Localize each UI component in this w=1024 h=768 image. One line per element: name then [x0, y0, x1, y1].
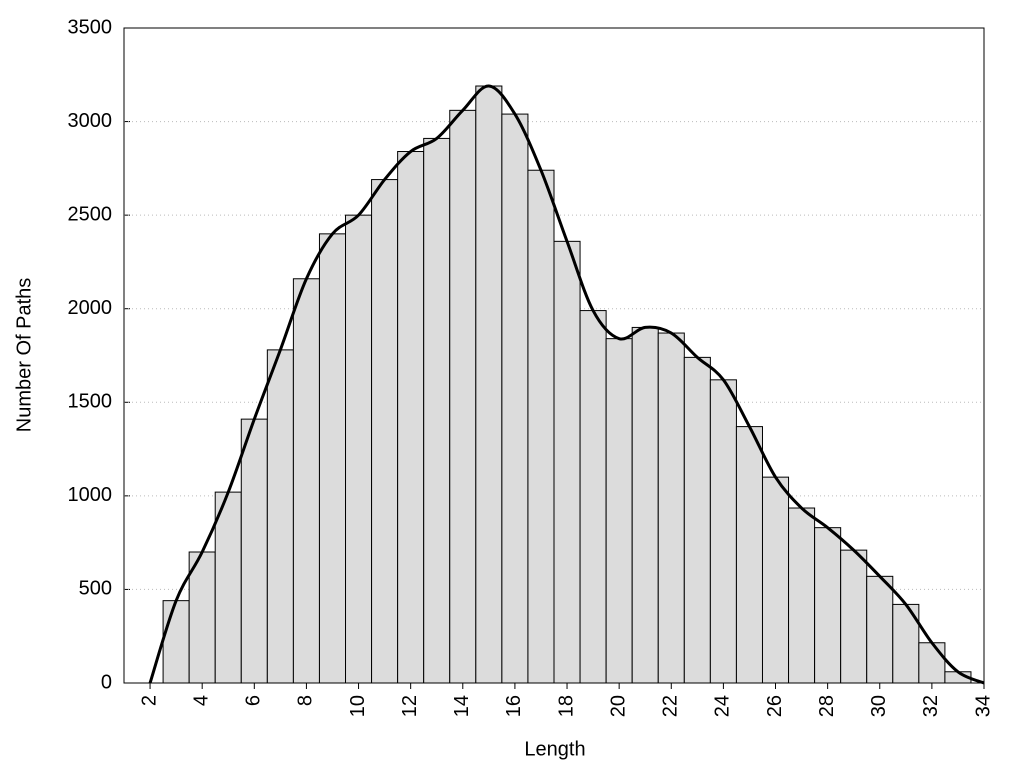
bar	[188, 551, 216, 684]
x-tick-label: 28	[816, 695, 838, 717]
x-tick-label: 30	[868, 695, 890, 717]
curve	[148, 84, 985, 685]
x-tick-label: 18	[555, 695, 577, 717]
bar	[683, 356, 711, 684]
bar	[501, 113, 529, 684]
y-tick-label: 500	[79, 578, 112, 600]
bar	[240, 418, 268, 684]
x-tick-label: 8	[295, 695, 317, 706]
y-axis-label: Number Of Paths	[13, 278, 35, 433]
x-tick-label: 4	[190, 695, 212, 706]
bar	[553, 240, 581, 684]
y-tick-label: 2500	[68, 203, 113, 225]
bar	[866, 575, 894, 684]
x-tick-label: 22	[660, 695, 682, 717]
bar	[527, 169, 555, 684]
x-tick-label: 24	[712, 695, 734, 717]
bar	[266, 349, 294, 684]
bar	[735, 426, 763, 684]
bar	[657, 332, 685, 684]
bar	[162, 600, 190, 684]
x-tick-label: 32	[920, 695, 942, 717]
bar	[840, 549, 868, 684]
plot-frame	[123, 27, 985, 684]
x-tick-label: 34	[972, 695, 994, 717]
x-tick-label: 2	[138, 695, 160, 706]
x-tick-label: 26	[764, 695, 786, 717]
bar	[397, 151, 425, 684]
bar	[475, 85, 503, 684]
x-tick-label: 6	[243, 695, 265, 706]
y-tick-label: 1500	[68, 391, 113, 413]
bar	[423, 137, 451, 684]
bar	[788, 507, 816, 684]
bar	[214, 491, 242, 684]
x-tick-label: 14	[451, 695, 473, 717]
x-tick-label: 10	[347, 695, 369, 717]
x-tick-label: 12	[399, 695, 421, 717]
x-tick-label: 20	[607, 695, 629, 717]
y-tick-label: 3500	[68, 16, 113, 38]
bar	[449, 109, 477, 684]
y-tick-label: 3000	[68, 110, 113, 132]
bar	[318, 233, 347, 684]
y-tick-label: 0	[101, 671, 112, 693]
bar	[761, 476, 790, 684]
bar	[709, 379, 737, 684]
bar	[345, 214, 373, 684]
bar	[292, 278, 320, 684]
x-axis-label: Length	[524, 738, 585, 760]
x-tick-label: 16	[503, 695, 525, 717]
bar	[918, 642, 946, 684]
bar	[631, 326, 659, 684]
y-tick-label: 1000	[68, 484, 113, 506]
bar	[605, 338, 633, 684]
y-tick-label: 2000	[68, 297, 113, 319]
bar	[579, 310, 607, 684]
bar	[814, 527, 842, 684]
bar	[371, 179, 399, 684]
